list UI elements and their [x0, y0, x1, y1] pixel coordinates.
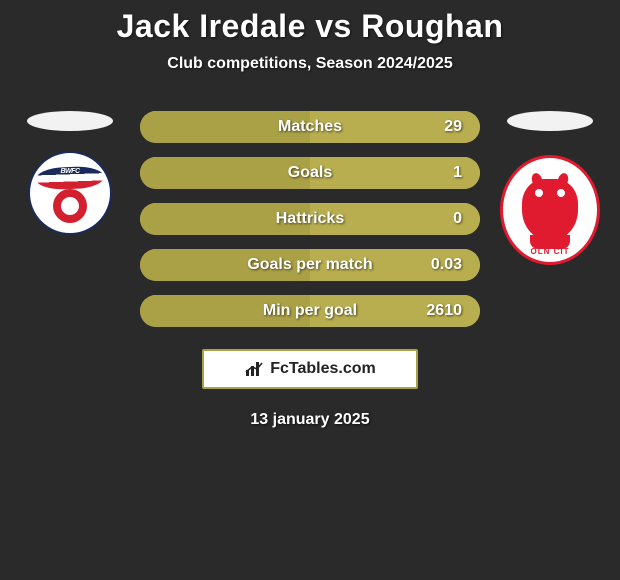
stat-value: 0: [453, 210, 462, 228]
stats-column: Matches 29 Goals 1 Hattricks 0 Goals per match…: [140, 111, 480, 327]
stat-label: Hattricks: [276, 210, 344, 228]
right-player-marker: [507, 111, 593, 131]
lincoln-city-crest: OLN CIT: [500, 155, 600, 265]
footer-date: 13 january 2025: [0, 411, 620, 429]
left-player-marker: [27, 111, 113, 131]
main-row: BWFC Matches 29 Goals 1 Hattricks 0 Goals per …: [0, 111, 620, 327]
stat-value: 1: [453, 164, 462, 182]
stat-bar: Min per goal 2610: [140, 295, 480, 327]
comparison-card: Jack Iredale vs Roughan Club competition…: [0, 0, 620, 429]
branding-box[interactable]: FcTables.com: [202, 349, 418, 389]
stat-label: Matches: [278, 118, 342, 136]
bolton-wanderers-crest: BWFC: [28, 151, 112, 235]
right-player-column: OLN CIT: [500, 111, 600, 265]
stat-label: Goals per match: [247, 256, 372, 274]
left-player-column: BWFC: [20, 111, 120, 235]
stat-value: 29: [444, 118, 462, 136]
stat-value: 0.03: [431, 256, 462, 274]
stat-label: Goals: [288, 164, 332, 182]
crest-imp-eyes: [535, 189, 565, 205]
stat-bar-left-segment: [140, 157, 310, 189]
page-title: Jack Iredale vs Roughan: [0, 8, 620, 45]
page-subtitle: Club competitions, Season 2024/2025: [0, 55, 620, 73]
stat-bar: Matches 29: [140, 111, 480, 143]
bar-chart-icon: [244, 360, 266, 378]
stat-bar: Hattricks 0: [140, 203, 480, 235]
stat-label: Min per goal: [263, 302, 357, 320]
crest-imp-icon: [522, 179, 578, 241]
crest-ring-text: OLN CIT: [531, 247, 570, 256]
branding-text: FcTables.com: [270, 360, 376, 378]
crest-rose: [61, 197, 79, 215]
stat-bar: Goals 1: [140, 157, 480, 189]
stat-bar: Goals per match 0.03: [140, 249, 480, 281]
crest-monogram: BWFC: [61, 168, 80, 175]
stat-value: 2610: [426, 302, 462, 320]
